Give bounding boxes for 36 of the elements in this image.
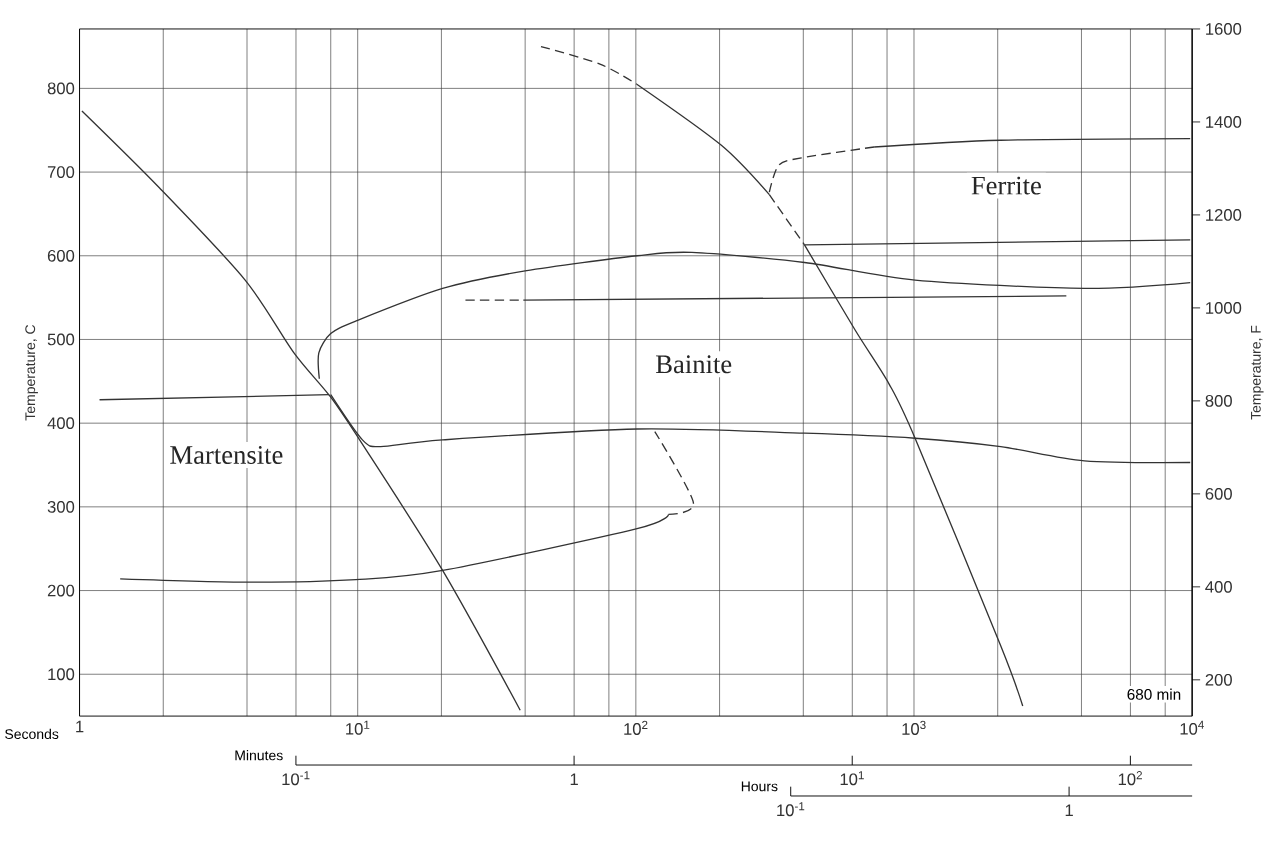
y-tick-label: 800 <box>47 82 75 95</box>
annotation: Ferrite <box>971 176 1041 195</box>
y-tick-label: 500 <box>47 333 75 346</box>
y-axis-title: Temperature, C <box>25 324 38 421</box>
y-tick-label: 600 <box>47 249 75 262</box>
y-tick-label: 200 <box>47 584 75 597</box>
y2-tick-label: 600 <box>1205 488 1232 500</box>
x-tick-label: 10$^{4}$ <box>1180 720 1204 735</box>
y2-tick-label: 200 <box>1205 673 1232 686</box>
y-tick-label: 100 <box>48 668 75 681</box>
y2-tick-label: 1400 <box>1206 116 1242 128</box>
annotation: Martensite <box>170 446 283 464</box>
y-tick-label: 700 <box>47 166 75 179</box>
x-tick-label: 1 <box>76 720 84 733</box>
x-tick-label: 10$^{2}$ <box>624 720 648 735</box>
x-axis-title: Seconds <box>5 728 59 740</box>
text: Minutes <box>235 750 283 761</box>
annotation: 680 min <box>1127 688 1181 700</box>
y-tick-label: 400 <box>47 417 75 430</box>
y2-axis-title: Temperature, F <box>1251 325 1264 420</box>
text: 10$^{-1}$ <box>777 802 805 817</box>
text: 10$^{1}$ <box>840 771 864 786</box>
annotation: Bainite <box>656 355 732 374</box>
text: 1 <box>570 773 578 786</box>
text: Hours <box>741 781 778 792</box>
text: 1 <box>1065 804 1073 816</box>
x-tick-label: 10$^{3}$ <box>902 720 926 735</box>
x-tick-label: 10$^{1}$ <box>346 720 370 735</box>
y2-tick-label: 400 <box>1205 581 1232 593</box>
y-tick-label: 300 <box>47 501 75 513</box>
text: 10$^{2}$ <box>1118 771 1142 786</box>
y2-tick-label: 1600 <box>1206 23 1242 35</box>
y2-tick-label: 1200 <box>1206 209 1242 221</box>
y2-tick-label: 800 <box>1205 395 1232 407</box>
y2-tick-label: 1000 <box>1206 302 1242 314</box>
text: 10$^{-1}$ <box>282 771 310 786</box>
